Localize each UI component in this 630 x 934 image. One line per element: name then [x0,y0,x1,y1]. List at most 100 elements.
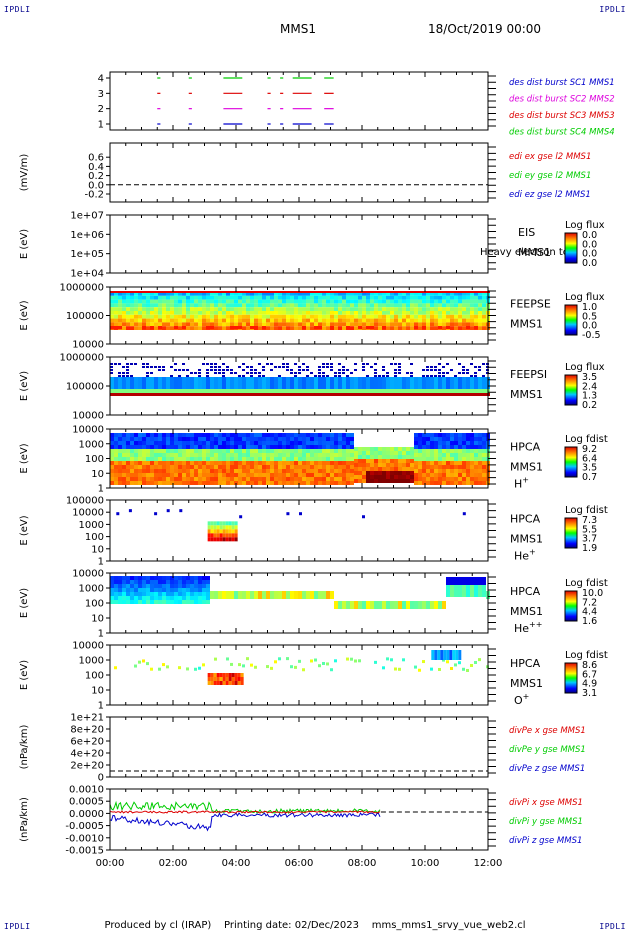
spectrogram-cell [282,318,286,323]
spectrogram-cell [146,662,149,666]
spectrogram-cell [334,299,338,304]
spectrogram-cell [150,473,154,477]
spectrogram-cell [414,292,418,296]
spectrogram-cell [482,433,486,437]
spectrogram-cell [146,457,150,461]
spectrogram-cell [210,433,214,437]
spectrogram-cell [110,576,114,580]
spectrogram-cell [190,295,194,300]
spectrogram-cell [170,584,174,588]
y-tick-label: 100000 [66,496,104,507]
spectrogram-cell [182,596,186,600]
spectrogram-cell [418,473,422,477]
spectrogram-cell [342,303,346,308]
spectrogram-cell [202,576,206,580]
spectrogram-cell [128,509,132,513]
spectrogram-cell [186,600,190,604]
spectrogram-cell [322,303,326,308]
spectrogram-cell [294,465,298,469]
spectrogram-cell [266,441,270,445]
spectrogram-cell [242,292,246,296]
spectrogram-cell [254,477,258,481]
spectrogram-cell [206,596,210,600]
spectrogram-cell [318,461,322,465]
spectrogram-cell [198,469,202,473]
spectrogram-cell [134,326,138,330]
spectrogram-cell [162,299,166,304]
spectrogram-cell [342,307,346,311]
spectrogram-cell [474,433,478,437]
colorbar-tick-label: 1.3 [582,391,597,402]
spectrogram-cell [366,389,370,393]
y-tick-label: 2e+20 [70,761,104,772]
spectrogram-cell [282,481,286,485]
spectrogram-cell [242,461,246,465]
spectrogram-cell [450,469,454,473]
spectrogram-cell [394,303,398,308]
spectrogram-cell [206,457,210,461]
spectrogram-cell [150,457,154,461]
spectrogram-cell [178,469,182,473]
spectrogram-cell [190,477,194,481]
spectrogram-cell [162,465,166,469]
spectrogram-cell [194,393,198,396]
spectrogram-cell [202,445,206,449]
spectrogram-cell [358,318,362,323]
spectrogram-cell [254,377,258,389]
spectrogram-cell [326,591,330,599]
spectrogram-cell [262,326,266,329]
spectrogram-cell [118,580,122,584]
spectrogram-cell [218,433,222,437]
spectrogram-cell [166,393,170,396]
spectrogram-cell [214,303,218,308]
spectrogram-cell [126,299,130,304]
spectrogram-cell [278,445,282,449]
spectrogram-cell [174,363,177,365]
spectrogram-cell [354,479,358,483]
spectrogram-cell [186,314,190,319]
spectrogram-cell [274,322,278,327]
spectrogram-cell [226,299,230,304]
spectrogram-cell [134,584,138,588]
spectrogram-cell [194,318,198,323]
spectrogram-cell [210,445,214,449]
spectrogram-cell [262,433,266,437]
spectrogram-cell [362,299,366,304]
spectrogram-cell [382,389,386,393]
spectrogram-cell [210,533,214,538]
spectrogram-cell [298,303,302,308]
spectrogram-cell [202,299,206,304]
spectrogram-cell [222,393,226,396]
spectrogram-cell [402,601,406,609]
footer-printing-date: Printing date: 02/Dec/2023 [223,920,359,931]
spectrogram-cell [150,441,154,445]
spectrogram-cell [310,457,314,461]
spectrogram-cell [462,512,466,516]
spectrogram-cell [162,295,166,300]
spectrogram-cell [442,601,446,609]
spectrogram-cell [314,299,318,304]
spectrogram-cell [442,311,446,315]
spectrogram-cell [170,318,174,323]
spectrogram-cell [430,377,434,389]
spectrogram-cell [210,529,214,534]
spectrogram-cell [166,600,170,604]
spectrogram-cell [250,377,254,389]
spectrogram-cell [470,393,474,396]
spectrogram-cell [126,366,129,368]
spectrogram-cell [458,303,462,308]
spectrogram-cell [386,292,390,296]
spectrogram-cell [122,596,126,600]
spectrogram-cell [302,303,306,308]
spectrogram-cell [142,584,146,588]
spectrogram-cell [437,650,441,660]
spectrogram-cell [398,475,402,479]
y-tick-label: 2 [98,104,104,115]
spectrogram-cell [225,521,229,526]
spectrogram-cell [438,369,441,371]
species-label: O+ [514,692,529,707]
spectrogram-cell [278,322,282,327]
spectrogram-cell [322,375,325,377]
spectrogram-cell [210,393,214,396]
